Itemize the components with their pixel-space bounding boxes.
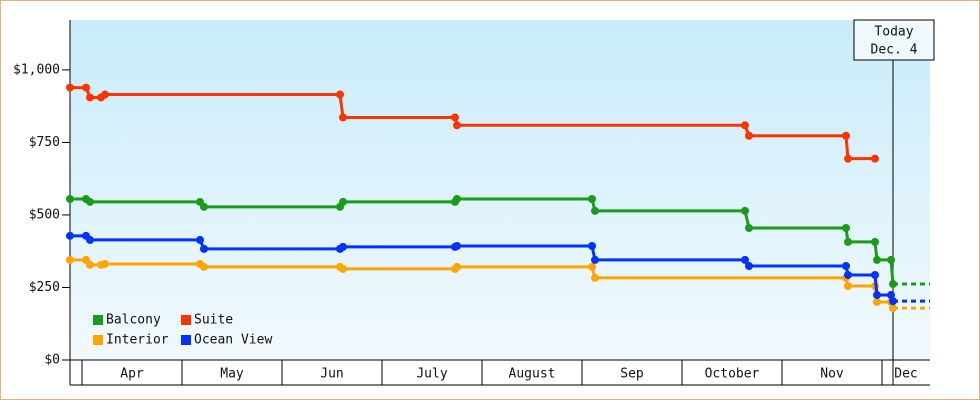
point	[844, 154, 852, 163]
legend-label: Balcony	[106, 313, 161, 328]
x-tick-label: October	[705, 367, 760, 382]
y-tick-label: $500	[29, 207, 60, 222]
point	[741, 121, 749, 130]
point	[200, 244, 208, 253]
point	[86, 235, 94, 244]
point	[588, 262, 596, 271]
point	[745, 224, 753, 233]
point	[66, 194, 74, 203]
point	[200, 202, 208, 211]
point	[842, 262, 850, 271]
point	[588, 194, 596, 203]
point	[66, 83, 74, 92]
y-tick-label: $0	[44, 353, 60, 368]
point	[101, 90, 109, 99]
x-tick-label: July	[416, 367, 447, 382]
point	[66, 255, 74, 264]
point	[86, 260, 94, 269]
point	[889, 304, 897, 313]
point	[887, 255, 895, 264]
point	[591, 255, 599, 264]
x-tick-label: May	[220, 367, 244, 382]
point	[339, 113, 347, 122]
point	[741, 255, 749, 264]
plot-area	[70, 20, 930, 360]
legend-swatch	[181, 335, 191, 345]
legend-swatch	[93, 315, 103, 325]
point	[196, 235, 204, 244]
point	[591, 206, 599, 215]
point	[86, 93, 94, 102]
y-tick-label: $1,000	[13, 62, 60, 77]
x-tick-label: Apr	[120, 367, 144, 382]
point	[889, 279, 897, 288]
point	[82, 83, 90, 92]
point	[339, 264, 347, 273]
point	[453, 194, 461, 203]
point	[86, 197, 94, 206]
point	[101, 259, 109, 268]
point	[453, 121, 461, 130]
legend-label: Suite	[194, 313, 233, 328]
point	[66, 231, 74, 240]
point	[200, 262, 208, 271]
point	[745, 262, 753, 271]
legend-label: Interior	[106, 333, 169, 348]
today-label: Dec. 4	[871, 43, 918, 58]
x-tick-label: Sep	[620, 367, 644, 382]
point	[871, 154, 879, 163]
point	[873, 291, 881, 300]
point	[842, 131, 850, 140]
x-tick-label: Nov	[820, 367, 844, 382]
point	[871, 271, 879, 279]
point	[844, 271, 852, 279]
point	[339, 242, 347, 251]
today-label: Today	[874, 25, 913, 40]
point	[451, 113, 459, 122]
point	[453, 262, 461, 271]
point	[745, 131, 753, 140]
point	[889, 297, 897, 306]
point	[844, 237, 852, 246]
point	[873, 297, 881, 306]
point	[887, 291, 895, 300]
legend-swatch	[181, 315, 191, 325]
point	[741, 206, 749, 215]
point	[336, 90, 344, 99]
x-tick-label: Dec	[894, 367, 917, 382]
point	[339, 197, 347, 206]
point	[591, 273, 599, 282]
y-tick-label: $750	[29, 135, 60, 150]
point	[453, 241, 461, 250]
point	[588, 241, 596, 250]
today-box	[853, 19, 935, 61]
point	[842, 224, 850, 233]
point	[871, 237, 879, 246]
point	[873, 255, 881, 264]
point	[844, 282, 852, 291]
y-tick-label: $250	[29, 280, 60, 295]
x-tick-label: August	[509, 367, 556, 382]
legend-label: Ocean View	[194, 333, 272, 348]
x-tick-label: Jun	[320, 367, 343, 382]
legend-swatch	[93, 335, 103, 345]
